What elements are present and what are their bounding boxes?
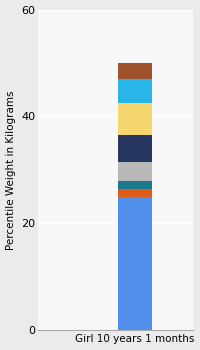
Bar xyxy=(118,181,152,189)
Bar xyxy=(118,135,152,162)
Bar xyxy=(118,63,152,79)
Bar xyxy=(118,103,152,135)
Bar xyxy=(118,189,152,197)
Bar xyxy=(118,197,152,330)
Y-axis label: Percentile Weight in Kilograms: Percentile Weight in Kilograms xyxy=(6,90,16,250)
Bar xyxy=(118,79,152,103)
Bar xyxy=(118,162,152,181)
